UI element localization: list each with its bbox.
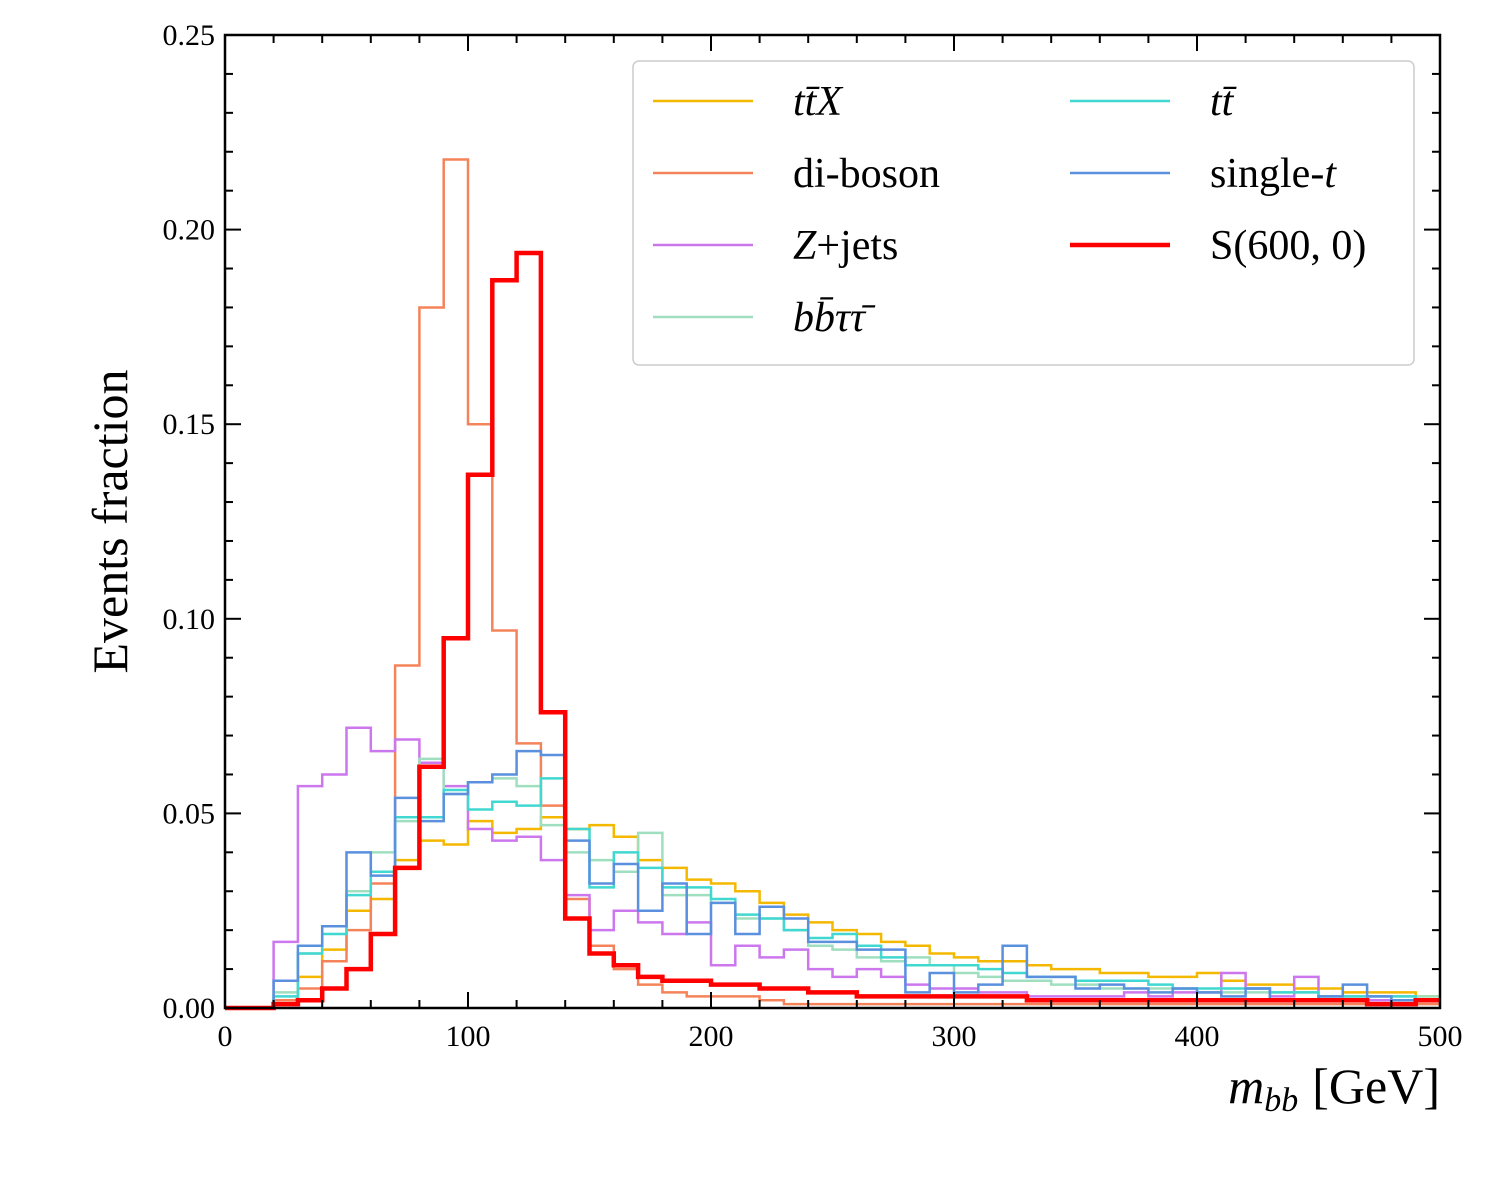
series-di-boson — [225, 158, 1440, 1010]
y-tick-label: 0.10 — [163, 603, 216, 636]
legend-label-z-jets: Z+jets — [793, 223, 898, 269]
legend-label-tt: tt̄ — [1210, 79, 1237, 125]
x-tick-label: 300 — [932, 1020, 977, 1053]
y-tick-label: 0.20 — [163, 214, 216, 247]
x-axis-title-main: m — [1228, 1058, 1264, 1114]
x-tick-label: 500 — [1418, 1020, 1463, 1053]
legend-label-s-600-0-: S(600, 0) — [1210, 223, 1366, 269]
legend-label-bbtautau: bb̄ττ̄ — [793, 295, 876, 341]
series-layer — [225, 158, 1440, 1011]
x-tick-label: 0 — [218, 1020, 233, 1053]
series-s-600-0- — [225, 250, 1440, 1011]
y-tick-label: 0.25 — [163, 19, 216, 52]
x-axis-title-unit: [GeV] — [1312, 1058, 1440, 1114]
x-axis-title: mbb [GeV] — [1228, 1058, 1440, 1119]
series-single-t — [225, 749, 1440, 1010]
y-axis-title: Events fraction — [82, 369, 138, 673]
legend-label-single-t: single-t — [1210, 151, 1337, 197]
legend-label-di-boson: di-boson — [793, 151, 940, 197]
y-tick-label: 0.00 — [163, 992, 216, 1025]
x-axis-title-sub: bb — [1264, 1082, 1298, 1119]
legend: tt̄X di-boson Z+jets bb̄ττ̄ tt̄ single-t S(600… — [632, 60, 1415, 366]
legend-label-ttx: tt̄X — [793, 79, 844, 125]
y-tick-label: 0.15 — [163, 408, 216, 441]
x-tick-label: 200 — [689, 1020, 734, 1053]
y-tick-label: 0.05 — [163, 797, 216, 830]
x-tick-label: 100 — [446, 1020, 491, 1053]
axis-ticks: 0 100 200 300 400 500 0.00 0.05 0.10 0.15 0.20 0.25 — [163, 19, 1463, 1053]
x-tick-label: 400 — [1175, 1020, 1220, 1053]
plot-frame — [223, 33, 1442, 1010]
legend-frame — [632, 60, 1415, 366]
